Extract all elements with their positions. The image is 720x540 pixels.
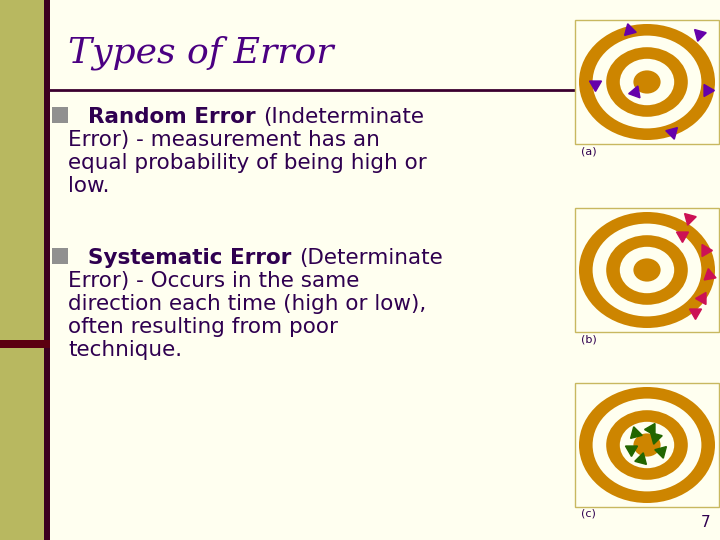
Ellipse shape [593,224,701,316]
Text: Systematic Error: Systematic Error [88,248,299,268]
Text: Error) - Occurs in the same: Error) - Occurs in the same [68,271,359,291]
Text: Error) - measurement has an: Error) - measurement has an [68,130,380,150]
Text: (a): (a) [581,146,597,156]
Ellipse shape [579,212,715,328]
Ellipse shape [620,247,674,293]
Bar [0,0,50,540]
Bar [582,84,602,96]
Ellipse shape [634,259,661,281]
Text: (Indeterminate: (Indeterminate [263,107,424,127]
Text: 7: 7 [701,515,710,530]
Bar [575,208,719,332]
Ellipse shape [593,399,701,491]
Ellipse shape [606,410,688,480]
Bar [52,107,68,123]
Text: Random Error: Random Error [88,107,263,127]
Bar [44,0,50,540]
Text: often resulting from poor: often resulting from poor [68,317,338,337]
Text: equal probability of being high or: equal probability of being high or [68,153,427,173]
Ellipse shape [579,24,715,140]
Ellipse shape [593,36,701,129]
Ellipse shape [606,235,688,305]
Ellipse shape [634,70,661,93]
Ellipse shape [620,422,674,468]
Text: low.: low. [68,176,109,196]
Bar [575,383,719,507]
Ellipse shape [620,59,674,105]
Text: (Determinate: (Determinate [299,248,443,268]
Bar [0,340,50,348]
Bar [575,20,719,144]
Text: Types of Error: Types of Error [68,35,333,70]
Ellipse shape [606,47,688,117]
Text: (b): (b) [581,334,597,344]
Text: direction each time (high or low),: direction each time (high or low), [68,294,426,314]
Text: (c): (c) [581,509,596,519]
Text: technique.: technique. [68,340,182,360]
Bar [52,248,68,264]
Ellipse shape [634,434,661,457]
Ellipse shape [579,387,715,503]
